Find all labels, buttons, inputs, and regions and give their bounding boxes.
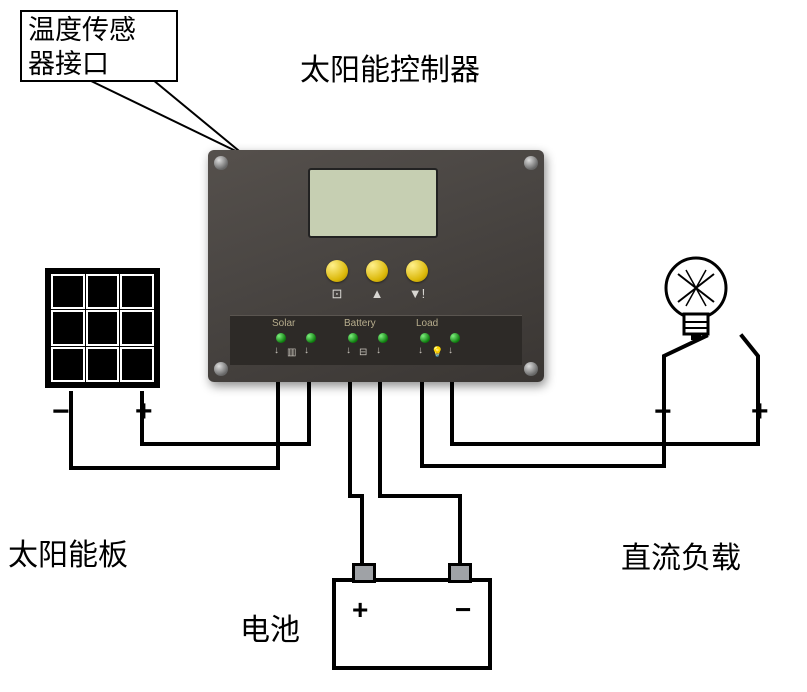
terminal-type-icon: ▥ [287,347,296,358]
battery-terminal-left [352,563,376,583]
terminal-arrow-icon: ↓ [448,345,453,356]
controller-label: 太阳能控制器 [300,45,480,89]
screw-icon [214,362,228,376]
terminal-screw [306,333,316,343]
lcd-screen [308,168,438,238]
load-plus-sign: + [751,395,769,429]
solar-cell [122,312,152,343]
load-minus-sign: − [654,395,672,429]
controller-button-symbol: ⊡ [326,286,348,302]
terminal-screw [420,333,430,343]
solar-panel-label: 太阳能板 [8,530,128,574]
controller-button-1[interactable] [366,260,388,282]
battery-plus-sign: + [352,594,368,626]
terminal-type-icon: ⊟ [359,347,367,358]
battery-minus-sign: − [455,594,471,626]
screw-icon [214,156,228,170]
screw-icon [524,362,538,376]
terminal-label-solar: Solar [272,318,295,329]
terminal-arrow-icon: ↓ [418,345,423,356]
controller-button-2[interactable] [406,260,428,282]
terminal-screw [348,333,358,343]
solar-cell [88,312,118,343]
solar-cell [122,349,152,380]
solar-controller-device: ⊡ ▲ ▼! Solar ↓ ↓ ▥ Battery ↓ ↓ ⊟ Load ↓ ↓ 💡 [208,150,544,382]
terminal-screw [378,333,388,343]
controller-button-symbol: ▲ [366,286,388,301]
temperature-sensor-callout-text: 温度传感 器接口 [28,15,136,79]
battery-label: 电池 [240,605,300,649]
temperature-sensor-callout: 温度传感 器接口 [20,10,178,82]
terminal-arrow-icon: ↓ [274,345,279,356]
battery-terminal-right [448,563,472,583]
solar-cell [88,276,118,307]
terminal-screw [450,333,460,343]
controller-button-symbol: ▼! [406,286,428,301]
load-label: 直流负载 [621,533,741,577]
panel-plus-sign: + [135,395,153,429]
solar-cell [88,349,118,380]
terminal-arrow-icon: ↓ [346,345,351,356]
terminal-screw [276,333,286,343]
solar-cell [53,312,83,343]
solar-panel [45,268,160,388]
terminal-arrow-icon: ↓ [376,345,381,356]
panel-minus-sign: − [52,395,70,429]
solar-cell [122,276,152,307]
screw-icon [524,156,538,170]
terminal-arrow-icon: ↓ [304,345,309,356]
solar-cell [53,276,83,307]
terminal-label-load: Load [416,318,438,329]
solar-cell [53,349,83,380]
light-bulb-icon [656,252,736,362]
terminal-type-icon: 💡 [431,347,443,358]
controller-button-0[interactable] [326,260,348,282]
terminal-label-battery: Battery [344,318,376,329]
